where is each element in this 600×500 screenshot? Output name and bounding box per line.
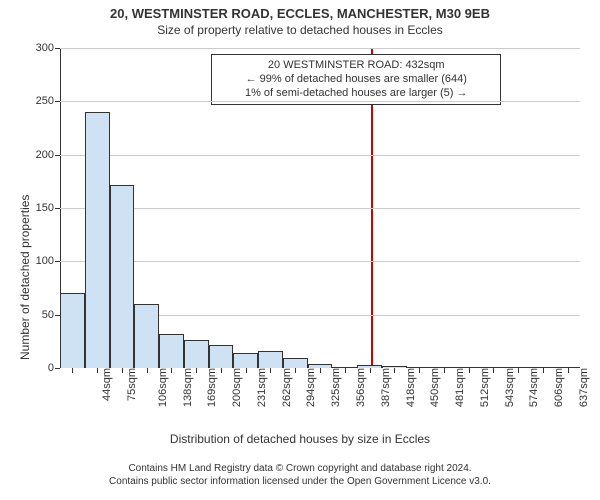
x-tick-label: 512sqm (475, 368, 491, 407)
callout-box: 20 WESTMINSTER ROAD: 432sqm ← 99% of det… (211, 54, 501, 105)
bar (60, 293, 85, 368)
x-tick (72, 368, 73, 373)
bar (233, 353, 258, 368)
x-tick (295, 368, 296, 373)
bar (110, 185, 135, 368)
bar (184, 340, 209, 368)
plot-area: 20 WESTMINSTER ROAD: 432sqm ← 99% of det… (60, 48, 580, 368)
footer-attribution: Contains HM Land Registry data © Crown c… (0, 462, 600, 488)
bar (134, 304, 159, 368)
x-tick-label: 637sqm (574, 368, 590, 407)
x-tick-label: 106sqm (153, 368, 169, 407)
x-tick (246, 368, 247, 373)
x-tick-label: 44sqm (97, 368, 113, 401)
x-tick-label: 200sqm (227, 368, 243, 407)
x-tick-label: 450sqm (425, 368, 441, 407)
chart-subtitle: Size of property relative to detached ho… (0, 21, 600, 37)
gridline-h (60, 155, 580, 156)
y-tick (55, 368, 60, 369)
y-tick (55, 48, 60, 49)
x-tick-label: 606sqm (549, 368, 565, 407)
x-tick (97, 368, 98, 373)
callout-line-2: ← 99% of detached houses are smaller (64… (216, 73, 496, 87)
gridline-h (60, 48, 580, 49)
x-tick (469, 368, 470, 373)
x-tick-label: 325sqm (326, 368, 342, 407)
gridline-h (60, 208, 580, 209)
footer-line-1: Contains HM Land Registry data © Crown c… (0, 462, 600, 475)
x-tick-label: 262sqm (277, 368, 293, 407)
chart-container: 20, WESTMINSTER ROAD, ECCLES, MANCHESTER… (0, 0, 600, 500)
x-tick (171, 368, 172, 373)
x-tick-label: 75sqm (122, 368, 138, 401)
x-tick-label: 231sqm (252, 368, 268, 407)
chart-title: 20, WESTMINSTER ROAD, ECCLES, MANCHESTER… (0, 0, 600, 21)
x-tick (493, 368, 494, 373)
x-tick (543, 368, 544, 373)
x-tick (320, 368, 321, 373)
bar (258, 351, 283, 368)
x-tick-label: 294sqm (302, 368, 318, 407)
bar (85, 112, 110, 368)
x-tick (147, 368, 148, 373)
callout-line-1: 20 WESTMINSTER ROAD: 432sqm (216, 59, 496, 73)
gridline-h (60, 101, 580, 102)
x-tick-label: 138sqm (178, 368, 194, 407)
x-tick-label: 356sqm (351, 368, 367, 407)
x-axis-label: Distribution of detached houses by size … (0, 432, 600, 446)
x-tick (345, 368, 346, 373)
y-axis-label: Number of detached properties (18, 195, 32, 360)
x-tick-label: 169sqm (203, 368, 219, 407)
x-tick (196, 368, 197, 373)
x-tick-label: 387sqm (376, 368, 392, 407)
x-tick (370, 368, 371, 373)
x-tick-label: 543sqm (500, 368, 516, 407)
footer-line-2: Contains public sector information licen… (0, 475, 600, 488)
x-tick-label: 418sqm (401, 368, 417, 407)
y-tick (55, 101, 60, 102)
x-tick (221, 368, 222, 373)
x-tick (394, 368, 395, 373)
x-tick-label: 574sqm (524, 368, 540, 407)
y-tick (55, 261, 60, 262)
y-tick (55, 155, 60, 156)
x-tick-label: 481sqm (450, 368, 466, 407)
callout-line-3: 1% of semi-detached houses are larger (5… (216, 87, 496, 101)
y-tick (55, 208, 60, 209)
x-tick (568, 368, 569, 373)
x-tick (419, 368, 420, 373)
x-tick (444, 368, 445, 373)
x-tick (270, 368, 271, 373)
bar (283, 358, 308, 368)
bar (209, 345, 234, 368)
bar (159, 334, 184, 368)
gridline-h (60, 261, 580, 262)
x-tick (518, 368, 519, 373)
x-tick (122, 368, 123, 373)
